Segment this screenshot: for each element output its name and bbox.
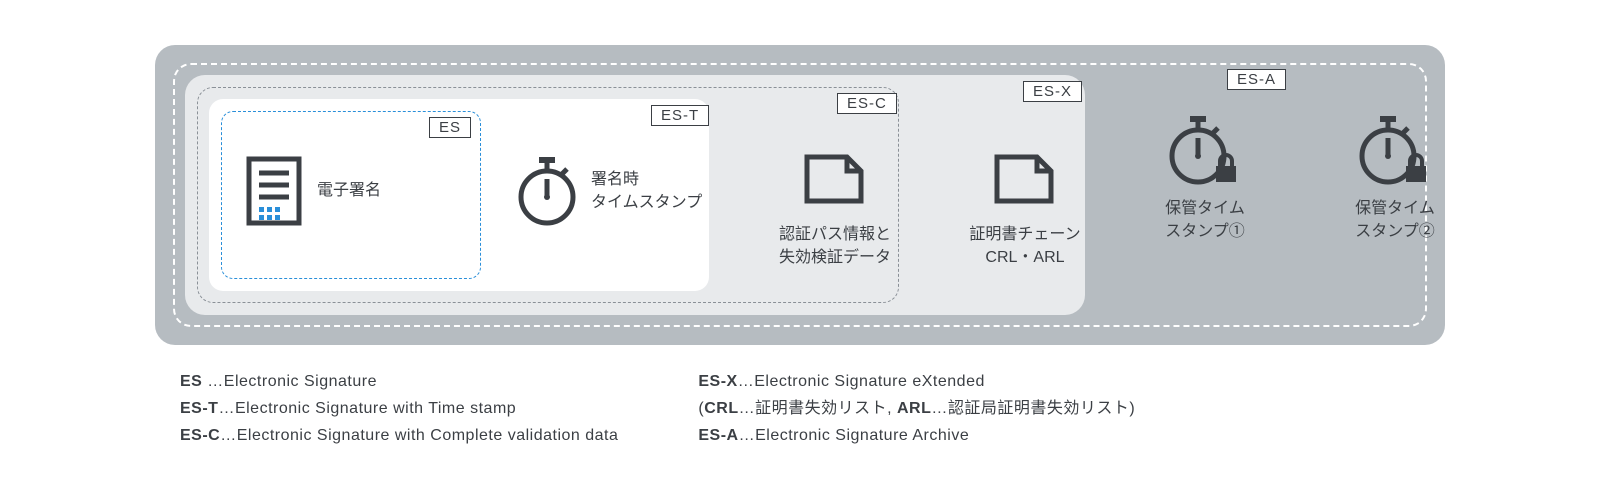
es-signature-layers-diagram: ES ES-T ES-C ES-X ES-A 電子署名 <box>155 45 1445 345</box>
item-es-x: 証明書チェーン CRL・ARL <box>935 143 1115 269</box>
legend-col-2: ES-X…Electronic Signature eXtended (CRL…… <box>698 370 1135 448</box>
stopwatch-lock-icon <box>1310 117 1480 189</box>
tag-es: ES <box>429 117 471 138</box>
item-es-c-label: 認証パス情報と 失効検証データ <box>745 223 925 269</box>
stopwatch-icon <box>515 155 579 227</box>
stopwatch-lock-icon <box>1115 117 1295 189</box>
folder-icon <box>935 143 1115 215</box>
item-es-x-label: 証明書チェーン CRL・ARL <box>935 223 1115 269</box>
item-es-t-label: 署名時 タイムスタンプ <box>591 168 702 214</box>
tag-es-t: ES-T <box>651 105 709 126</box>
legend: ES …Electronic SignatureES-T…Electronic … <box>180 370 1450 448</box>
item-es-a-2-label: 保管タイム スタンプ② <box>1310 197 1480 243</box>
legend-row: ES-T…Electronic Signature with Time stam… <box>180 397 618 422</box>
item-es-a-1-label: 保管タイム スタンプ① <box>1115 197 1295 243</box>
legend-col-1: ES …Electronic SignatureES-T…Electronic … <box>180 370 618 448</box>
document-signature-icon <box>245 155 303 227</box>
tag-es-x: ES-X <box>1023 81 1082 102</box>
legend-row: ES-A…Electronic Signature Archive <box>698 424 1135 449</box>
item-es: 電子署名 <box>245 155 465 227</box>
tag-es-a: ES-A <box>1227 69 1286 90</box>
legend-row: (CRL…証明書失効リスト, ARL…認証局証明書失効リスト) <box>698 397 1135 422</box>
folder-icon <box>745 143 925 215</box>
item-es-t: 署名時 タイムスタンプ <box>515 155 715 227</box>
tag-es-c: ES-C <box>837 93 897 114</box>
item-es-label: 電子署名 <box>317 179 381 202</box>
legend-row: ES …Electronic Signature <box>180 370 618 395</box>
item-es-c: 認証パス情報と 失効検証データ <box>745 143 925 269</box>
legend-row: ES-C…Electronic Signature with Complete … <box>180 424 618 449</box>
item-es-a-2: 保管タイム スタンプ② <box>1310 117 1480 243</box>
legend-row: ES-X…Electronic Signature eXtended <box>698 370 1135 395</box>
item-es-a-1: 保管タイム スタンプ① <box>1115 117 1295 243</box>
